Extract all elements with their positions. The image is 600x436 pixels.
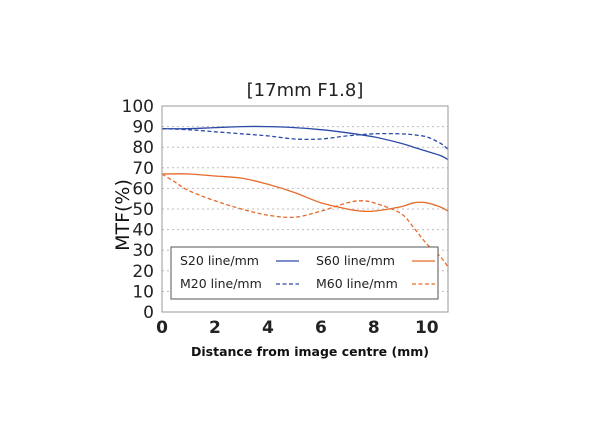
x-tick-label: 0 [156,318,168,338]
legend-label-m20: M20 line/mm [180,276,262,291]
series-layer [161,125,449,268]
x-tick-label: 4 [262,318,274,338]
legend: S20 line/mm M20 line/mm S60 line/mm M60 lin… [170,246,439,300]
x-tick-label: 6 [315,318,327,338]
y-tick-label: 0 [143,303,154,323]
x-axis-label: Distance from image centre (mm) [191,344,429,359]
y-tick-label: 20 [132,262,154,282]
series-line-s60 [161,173,449,213]
series-line-m60 [161,173,449,268]
x-tick-label: 2 [209,318,221,338]
legend-box [170,246,439,300]
y-tick-label: 70 [132,159,154,179]
legend-label-s60: S60 line/mm [316,253,395,268]
y-tick-label: 100 [122,97,154,117]
plot-frame [161,105,449,313]
x-tick-label: 8 [368,318,380,338]
x-tick-label: 10 [415,318,439,338]
series-line-s20 [161,125,449,161]
legend-label-m60: M60 line/mm [316,276,398,291]
y-tick-label: 50 [132,200,154,220]
chart-title: [17mm F1.8] [247,80,364,101]
y-tick-label: 30 [132,241,154,261]
y-axis-label: MTF(%) [112,179,134,251]
y-tick-label: 40 [132,221,154,241]
y-tick-label: 90 [132,118,154,138]
y-tick-label: 10 [132,282,154,302]
y-tick-label: 80 [132,138,154,158]
series-line-m20 [161,128,449,150]
y-tick-label: 60 [132,179,154,199]
legend-label-s20: S20 line/mm [180,253,259,268]
